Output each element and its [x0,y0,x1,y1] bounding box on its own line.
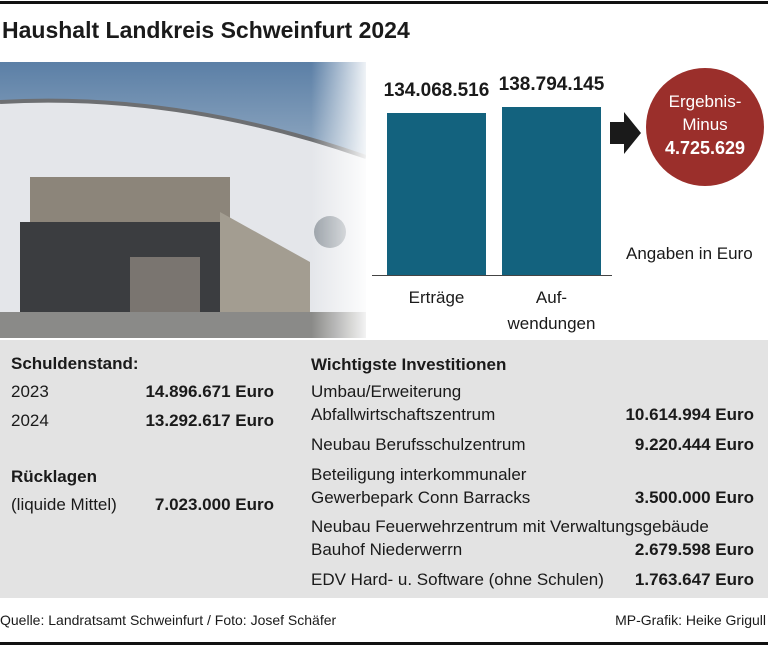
category-label: Erträge [408,288,465,307]
investment-label: Umbau/Erweiterung Abfallwirtschaftszentr… [311,382,496,424]
investment-label: EDV Hard- u. Software (ohne Schulen) [311,570,604,589]
photo [0,62,366,338]
credit: MP-Grafik: Heike Grigull [615,612,766,628]
bottom-rule [0,642,768,645]
investment-amount: 2.679.598 Euro [634,540,754,559]
investment-amount: 10.614.994 Euro [625,405,754,424]
baseline [372,275,612,276]
debt-amount: 13.292.617 Euro [145,411,274,430]
reserves-heading: Rücklagen [11,467,97,486]
investment-label: Beteiligung interkommunaler Gewerbepark … [311,465,531,507]
top-rule [0,1,768,4]
result-label: Ergebnis- Minus [668,92,742,134]
investment-label: Neubau Berufsschulzentrum [311,435,526,454]
result-circle [646,68,764,186]
reserves-label: (liquide Mittel) [11,495,117,514]
investment-amount: 9.220.444 Euro [634,435,754,454]
debt-amount: 14.896.671 Euro [145,382,274,401]
debt-heading: Schuldenstand: [11,354,139,373]
debt-year: 2023 [11,382,49,401]
source: Quelle: Landratsamt Schweinfurt / Foto: … [0,612,337,628]
investments-heading: Wichtigste Investitionen [311,355,507,374]
unit-note: Angaben in Euro [626,244,753,263]
debt-year: 2024 [11,411,49,430]
value-label: 134.068.516 [383,79,490,101]
value-label: 138.794.145 [498,74,605,95]
result-value: 4.725.629 [664,138,746,158]
info-panel [0,340,768,598]
investment-label: Neubau Feuerwehrzentrum mit Verwaltungsg… [311,517,709,559]
category-label: Auf- wendungen [507,288,596,333]
bar [502,107,601,275]
arrow [610,112,641,154]
investment-amount: 1.763.647 Euro [634,570,754,589]
bar [387,112,486,275]
reserves-amount: 7.023.000 Euro [154,495,274,514]
title: Haushalt Landkreis Schweinfurt 2024 [2,17,410,43]
investment-amount: 3.500.000 Euro [634,488,754,507]
